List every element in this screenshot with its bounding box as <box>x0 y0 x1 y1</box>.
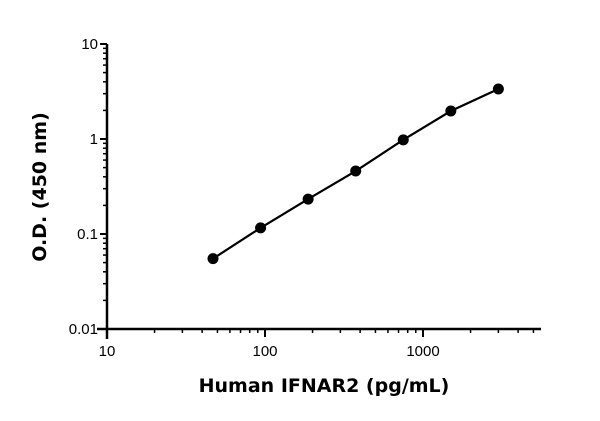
y-tick-label: 0.1 <box>77 226 98 243</box>
x-tick-label: 1000 <box>406 343 439 360</box>
y-tick-label: 10 <box>81 36 98 53</box>
y-tick-label: 1 <box>90 131 98 148</box>
y-axis-title: O.D. (450 nm) <box>29 112 51 262</box>
y-axis: 0.01 0.1 1 10 <box>69 36 109 339</box>
data-point <box>207 253 219 265</box>
data-point <box>255 222 267 234</box>
data-point <box>492 83 504 95</box>
x-axis: 10 100 1000 <box>97 327 541 360</box>
x-axis-title: Human IFNAR2 (pg/mL) <box>199 375 450 397</box>
data-point <box>397 134 409 146</box>
data-point <box>350 165 362 177</box>
data-point <box>302 193 314 205</box>
data-point <box>445 105 457 117</box>
y-tick-label: 0.01 <box>69 321 98 338</box>
x-tick-label: 100 <box>252 343 277 360</box>
x-tick-label: 10 <box>99 343 116 360</box>
data-series <box>207 83 504 265</box>
